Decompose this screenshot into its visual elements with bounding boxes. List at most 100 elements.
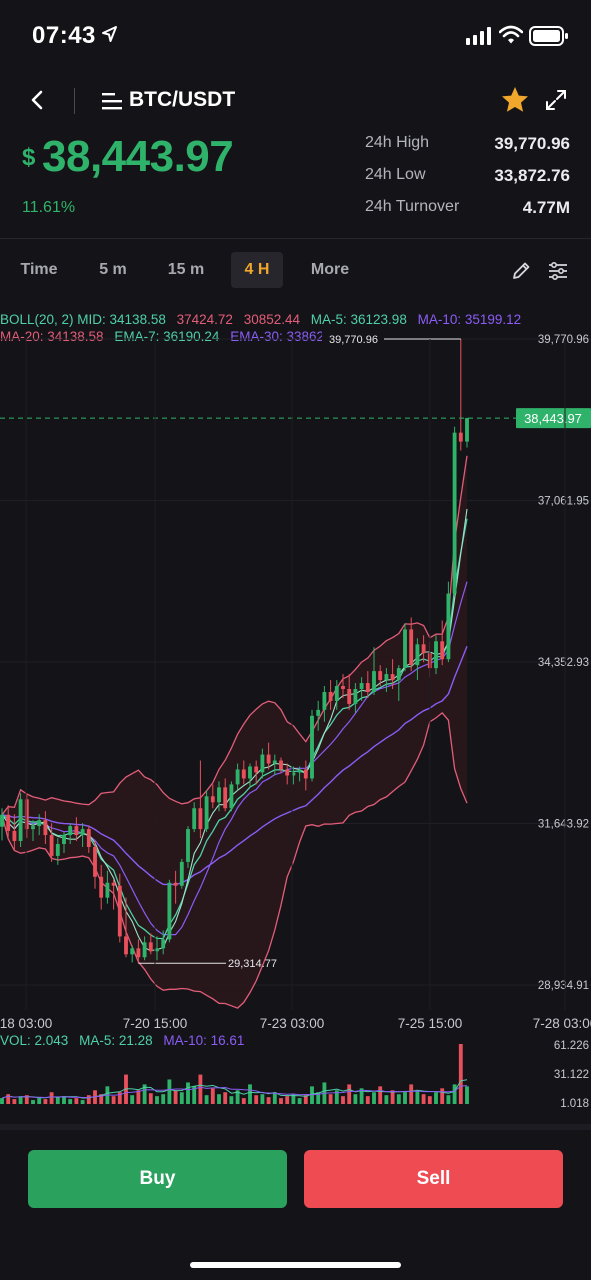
tab-time[interactable]: Time [20, 261, 58, 278]
candle-body [161, 939, 166, 949]
time-axis-label: 18 03:00 [0, 1016, 52, 1031]
volume-bar [136, 1090, 141, 1104]
timeframe-tabs: Time 5 m 15 m 4 H More [0, 252, 591, 290]
volume-bar [446, 1095, 451, 1104]
candle-body [167, 882, 172, 940]
volume-bar [403, 1092, 407, 1104]
candle-body [458, 432, 463, 442]
candle-body [74, 826, 79, 836]
ema30-line [1, 645, 468, 886]
volume-bar [24, 1095, 29, 1104]
candle-body [43, 820, 48, 836]
volume-bar [297, 1098, 302, 1104]
candle-body [68, 826, 73, 836]
high-marker-bg [322, 331, 384, 347]
battery-icon [529, 26, 568, 46]
candle-body [248, 766, 252, 779]
volume-bar [43, 1099, 48, 1104]
candle-body [272, 760, 277, 764]
candle-body [12, 830, 17, 842]
price-axis-label: 39,770.96 [538, 334, 589, 346]
volume-bar [272, 1092, 277, 1104]
candle-body [93, 846, 97, 877]
volume-bar [204, 1095, 209, 1104]
candle-body [316, 709, 321, 716]
tab-15m[interactable]: 15 m [167, 261, 205, 278]
candle-body [415, 644, 420, 666]
buy-button[interactable]: Buy [28, 1150, 287, 1208]
candle-body [0, 814, 4, 827]
stat-row-high: 24h High 39,770.96 [365, 132, 570, 164]
candlestick-chart[interactable]: 39,770.96 29,314.77 38,443.97 39,770.96 37,0… [0, 300, 591, 1120]
candle-body [310, 715, 314, 779]
price-change-percent: 11.61% [22, 199, 76, 216]
pair-menu-icon[interactable] [100, 91, 124, 111]
high-marker-label: 39,770.96 [329, 334, 378, 346]
volume-bar [186, 1082, 190, 1104]
price-axis-label: 31,643.92 [538, 819, 589, 831]
volume-bar [434, 1092, 438, 1104]
candle-body [384, 674, 389, 681]
volume-bar [241, 1098, 246, 1104]
back-arrow-icon[interactable] [26, 88, 50, 112]
fullscreen-expand-icon[interactable] [544, 88, 568, 112]
volume-legend-ma10: MA-10: 16.61 [163, 1033, 245, 1048]
candle-body [80, 829, 85, 836]
indicator-legend-row-1: BOLL(20, 2) MID: 34138.58 37424.72 30852… [0, 312, 528, 327]
volume-bar [179, 1092, 184, 1104]
pair-title[interactable]: BTC/USDT [129, 88, 236, 111]
candle-body [334, 686, 339, 701]
tab-4h[interactable]: 4 H [231, 252, 283, 288]
volume-bar [62, 1096, 66, 1104]
candle-body [130, 948, 135, 955]
candle-body [179, 861, 184, 886]
tab-5m[interactable]: 5 m [99, 261, 127, 278]
location-arrow-icon [102, 26, 117, 42]
candle-body [279, 760, 283, 770]
volume-bar [390, 1090, 395, 1104]
candle-body [241, 769, 246, 779]
volume-bar [359, 1088, 364, 1104]
volume-legend: VOL: 2.043 MA-5: 21.28 MA-10: 16.61 [0, 1033, 251, 1048]
price-axis-label: 34,352.93 [538, 657, 589, 669]
candle-body [285, 769, 290, 776]
candle-body [465, 418, 469, 442]
candle-body [24, 799, 29, 830]
indicator-settings-icon[interactable] [547, 260, 569, 282]
boll-lower-legend: 30852.44 [243, 312, 300, 327]
candle-body [37, 820, 42, 827]
candle-body [260, 754, 265, 773]
volume-bar [167, 1079, 172, 1104]
volume-bar [130, 1095, 135, 1104]
stat-label: 24h Low [365, 166, 426, 183]
candle-body [111, 882, 116, 886]
volume-bar [80, 1100, 85, 1104]
volume-bar [266, 1097, 271, 1104]
candle-body [99, 876, 104, 898]
candle-body [62, 835, 66, 845]
candle-body [328, 691, 333, 701]
current-price-label: 38,443.97 [524, 411, 582, 426]
draw-pencil-icon[interactable] [510, 260, 532, 282]
candle-body [235, 769, 240, 785]
volume-bar [316, 1092, 321, 1104]
volume-bar [117, 1092, 122, 1104]
ema30-legend: EMA-30: 33862.36 [230, 329, 343, 344]
sell-button[interactable]: Sell [304, 1150, 563, 1208]
favorite-star-icon[interactable] [500, 85, 530, 115]
bollinger-upper-line [1, 455, 468, 816]
tab-more[interactable]: More [310, 261, 350, 278]
candle-body [18, 799, 23, 842]
candle-body [148, 942, 153, 952]
ema7-line [1, 518, 468, 940]
candle-body [136, 948, 141, 958]
volume-bar [285, 1096, 290, 1104]
volume-bar [328, 1094, 333, 1104]
ma5-legend: MA-5: 36123.98 [310, 312, 407, 327]
volume-axis-label: 1.018 [560, 1098, 589, 1110]
stat-value: 4.77M [522, 198, 570, 217]
candle-body [49, 835, 54, 856]
candle-body [297, 769, 302, 773]
volume-bar [291, 1094, 296, 1104]
volume-bar [6, 1094, 11, 1104]
